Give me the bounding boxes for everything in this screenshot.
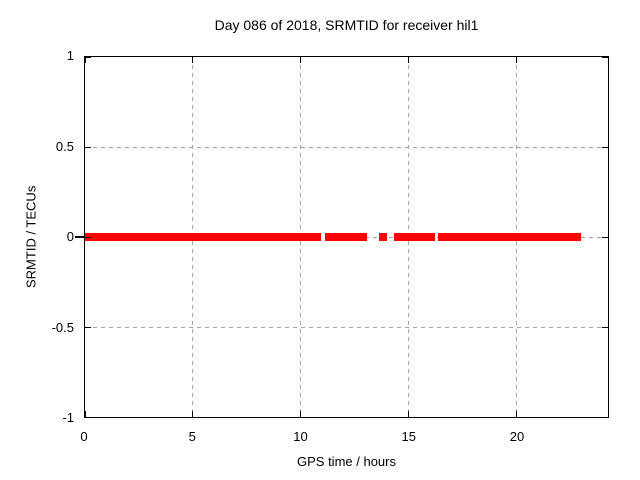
y-tick-label: -0.5 xyxy=(51,319,74,335)
x-tick-mark-bottom xyxy=(300,411,302,417)
x-tick-mark-top xyxy=(300,57,302,63)
y-gridline xyxy=(85,146,608,148)
x-tick-mark-top xyxy=(192,57,194,63)
y-tick-mark-left xyxy=(85,56,91,58)
x-tick-label: 10 xyxy=(293,429,308,444)
series-point-segment xyxy=(324,233,368,241)
y-tick-mark-left xyxy=(85,146,91,148)
x-tick-label: 5 xyxy=(188,429,196,444)
x-tick-label: 0 xyxy=(80,429,88,444)
y-tick-mark-left xyxy=(85,416,91,418)
y-tick-label: 1 xyxy=(66,48,74,63)
y-tick-mark-right xyxy=(602,56,608,58)
series-point-segment xyxy=(438,233,582,241)
y-tick-mark-right xyxy=(602,416,608,418)
series-point-segment xyxy=(379,233,388,241)
x-tick-mark-top xyxy=(515,57,517,63)
x-tick-mark-top xyxy=(84,57,86,63)
y-tick-label: 0 xyxy=(66,229,74,244)
y-gridline xyxy=(85,326,608,328)
y-tick-mark-left xyxy=(85,236,91,238)
x-axis-label: GPS time / hours xyxy=(297,454,396,469)
chart-title: Day 086 of 2018, SRMTID for receiver hil… xyxy=(214,17,479,33)
x-tick-label: 15 xyxy=(401,429,416,444)
x-tick-mark-bottom xyxy=(84,411,86,417)
y-tick-mark-right xyxy=(602,326,608,328)
y-tick-mark-left xyxy=(85,326,91,328)
x-tick-mark-bottom xyxy=(408,411,409,417)
y-tick-labels: 1 0.5 0 -0.5 -1 xyxy=(0,48,74,425)
y-tick-mark-right xyxy=(602,236,608,238)
series-point-segment xyxy=(85,233,322,241)
plot-area xyxy=(75,56,609,418)
x-tick-mark-bottom xyxy=(192,411,194,417)
x-tick-label: 20 xyxy=(509,429,525,444)
x-tick-mark-bottom xyxy=(515,411,517,417)
series-point-segment xyxy=(394,233,436,241)
x-tick-mark-top xyxy=(408,57,409,63)
x-tick-labels: 0 5 10 15 20 xyxy=(80,429,609,445)
y-zero-outer-tick-mark xyxy=(75,236,84,238)
y-tick-mark-right xyxy=(602,146,608,148)
y-tick-label: -1 xyxy=(62,410,74,425)
y-tick-label: 0.5 xyxy=(55,138,74,154)
